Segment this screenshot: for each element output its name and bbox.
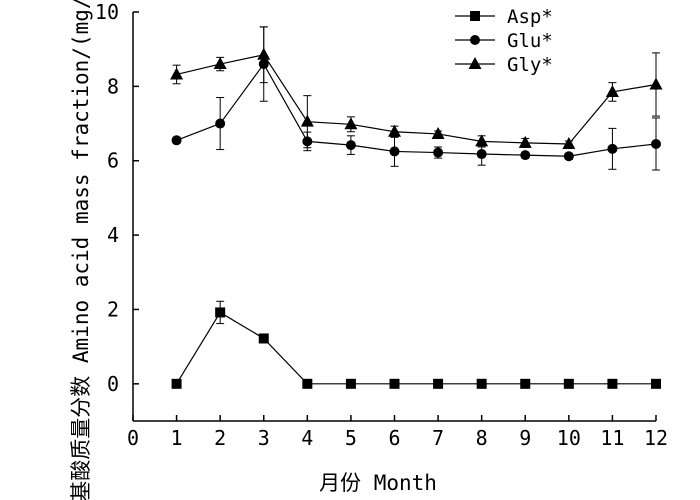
data-point — [345, 378, 356, 389]
data-point — [520, 150, 531, 161]
data-point — [345, 140, 356, 151]
y-tick-label: 6 — [107, 149, 119, 173]
legend-marker — [470, 35, 480, 45]
data-point — [257, 47, 271, 60]
data-point — [563, 378, 574, 389]
data-point — [605, 84, 619, 97]
y-tick-label: 4 — [107, 223, 119, 247]
data-point — [300, 114, 314, 127]
x-tick-label: 2 — [214, 426, 226, 450]
series-line-Gly — [176, 54, 657, 145]
legend-marker — [468, 57, 482, 69]
x-tick-label: 7 — [432, 426, 444, 450]
data-point — [389, 378, 400, 389]
y-tick-label: 8 — [107, 74, 119, 98]
x-tick-label: 6 — [388, 426, 400, 450]
series-line-Glu — [176, 62, 657, 157]
data-point — [258, 333, 269, 344]
x-tick-label: 9 — [519, 426, 531, 450]
x-tick-label: 3 — [258, 426, 270, 450]
data-point — [651, 378, 661, 389]
legend-label: Glu* — [507, 30, 553, 52]
data-point — [171, 378, 182, 389]
x-tick-label: 10 — [557, 426, 581, 450]
y-axis-title: 氨基酸质量分数 Amino acid mass fraction/(mg/100… — [69, 0, 93, 500]
data-point — [520, 378, 531, 389]
data-point — [213, 57, 227, 70]
data-point — [388, 124, 401, 137]
y-tick-label: 10 — [95, 0, 119, 24]
data-point — [302, 378, 313, 389]
data-point — [389, 146, 400, 157]
legend-marker — [470, 11, 480, 21]
data-point — [431, 126, 445, 139]
data-point — [651, 138, 661, 149]
y-tick-label: 0 — [107, 372, 119, 396]
x-tick-label: 11 — [600, 426, 624, 450]
x-tick-label: 12 — [644, 426, 668, 450]
y-tick-label: 2 — [107, 297, 119, 321]
x-tick-label: 5 — [345, 426, 357, 450]
legend-label: Asp* — [507, 6, 553, 28]
data-point — [607, 143, 618, 154]
data-point — [433, 147, 444, 158]
data-point — [171, 135, 182, 146]
data-point — [215, 118, 226, 129]
x-tick-label: 1 — [171, 426, 183, 450]
legend-label: Gly* — [507, 54, 553, 76]
data-point — [563, 151, 574, 162]
x-tick-label: 4 — [301, 426, 313, 450]
data-point — [562, 136, 576, 149]
data-point — [344, 117, 358, 130]
x-axis-title: 月份 Month — [319, 471, 437, 495]
data-point — [433, 378, 444, 389]
data-point — [170, 67, 184, 80]
data-point — [215, 307, 226, 318]
series-line-Asp — [176, 311, 656, 385]
data-point — [649, 77, 663, 90]
data-point — [476, 378, 487, 389]
x-tick-label: 0 — [127, 426, 139, 450]
data-point — [475, 134, 489, 147]
data-point — [476, 149, 487, 160]
data-point — [607, 378, 618, 389]
x-tick-label: 8 — [476, 426, 488, 450]
data-point — [518, 135, 532, 148]
